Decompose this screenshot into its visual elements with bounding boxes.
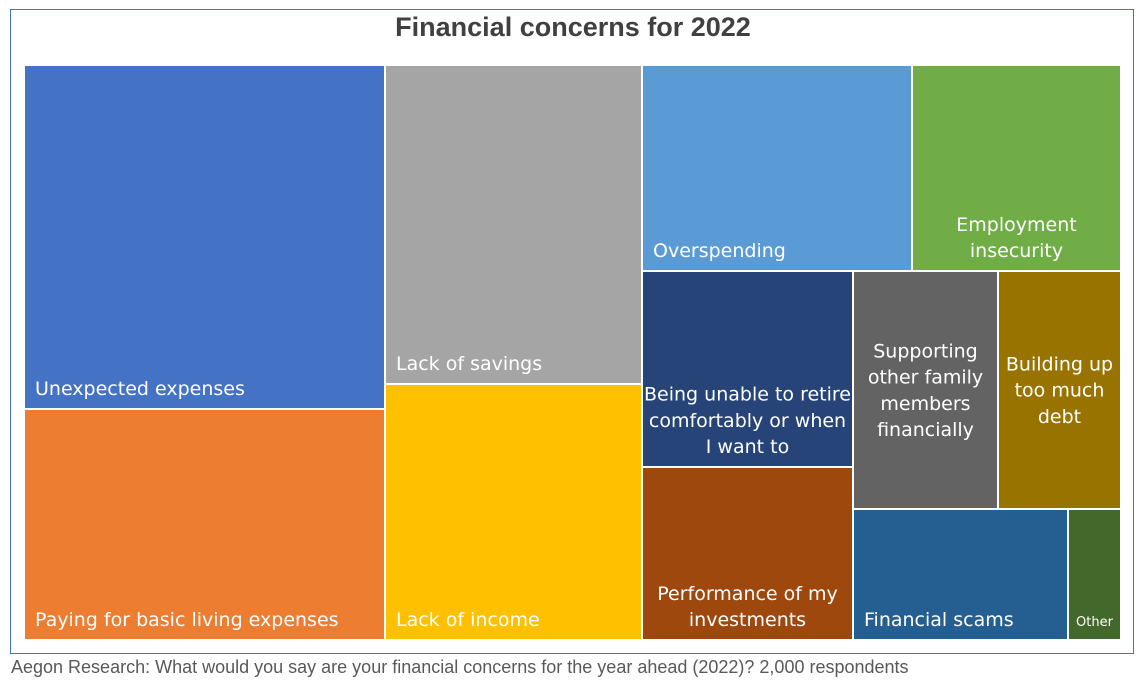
treemap-tile-other: Other [1067,508,1122,641]
treemap-tile-label: Performance of my investments [657,583,838,631]
treemap-tile-rect [997,270,1122,510]
treemap-tile-label: Employment insecurity [956,214,1076,262]
treemap-tile-rect [23,408,386,641]
treemap-tile-label: Overspending [653,240,786,262]
treemap-tile-lack-of-savings: Lack of savings [384,64,643,385]
treemap-tile-rect [911,64,1122,272]
treemap-tile-rect [641,64,913,272]
treemap-tile-label: Building up too much debt [1006,353,1113,427]
treemap-tile-rect [384,64,643,385]
treemap-tile-unexpected-expenses: Unexpected expenses [23,64,386,410]
treemap-tile-rect [384,383,643,641]
treemap-tile-label: Paying for basic living expenses [35,609,339,631]
treemap-tile-rect [852,508,1069,641]
treemap-tile-rect [852,270,999,510]
treemap-tile-supporting-other-family-members-financially: Supporting other family members financially [852,270,999,510]
treemap-tile-label: Unexpected expenses [35,378,245,400]
treemap-tile-rect [1067,508,1122,641]
treemap-tile-label: Other [1076,615,1114,630]
treemap-tile-label: Supporting other family members financially [868,340,983,441]
treemap-tile-label: Lack of savings [396,353,542,375]
chart-caption: Aegon Research: What would you say are y… [11,657,909,677]
treemap-tile-building-up-too-much-debt: Building up too much debt [997,270,1122,510]
treemap-tile-label: Financial scams [864,609,1014,631]
treemap-tile-rect [23,64,386,410]
chart-title: Financial concerns for 2022 [395,12,751,42]
treemap-tile-employment-insecurity: Employment insecurity [911,64,1122,272]
treemap-tile-performance-of-my-investments: Performance of my investments [641,466,854,641]
treemap-tile-label: Lack of income [396,609,540,631]
treemap-tile-being-unable-to-retire-comfortably-or-when-i-want-to: Being unable to retire comfortably or whe… [641,270,854,468]
treemap-tile-financial-scams: Financial scams [852,508,1069,641]
treemap-tile-rect [641,466,854,641]
treemap-tile-paying-for-basic-living-expenses: Paying for basic living expenses [23,408,386,641]
treemap-tile-label: Being unable to retire comfortably or whe… [644,384,851,458]
treemap-tile-overspending: Overspending [641,64,913,272]
treemap-tile-lack-of-income: Lack of income [384,383,643,641]
